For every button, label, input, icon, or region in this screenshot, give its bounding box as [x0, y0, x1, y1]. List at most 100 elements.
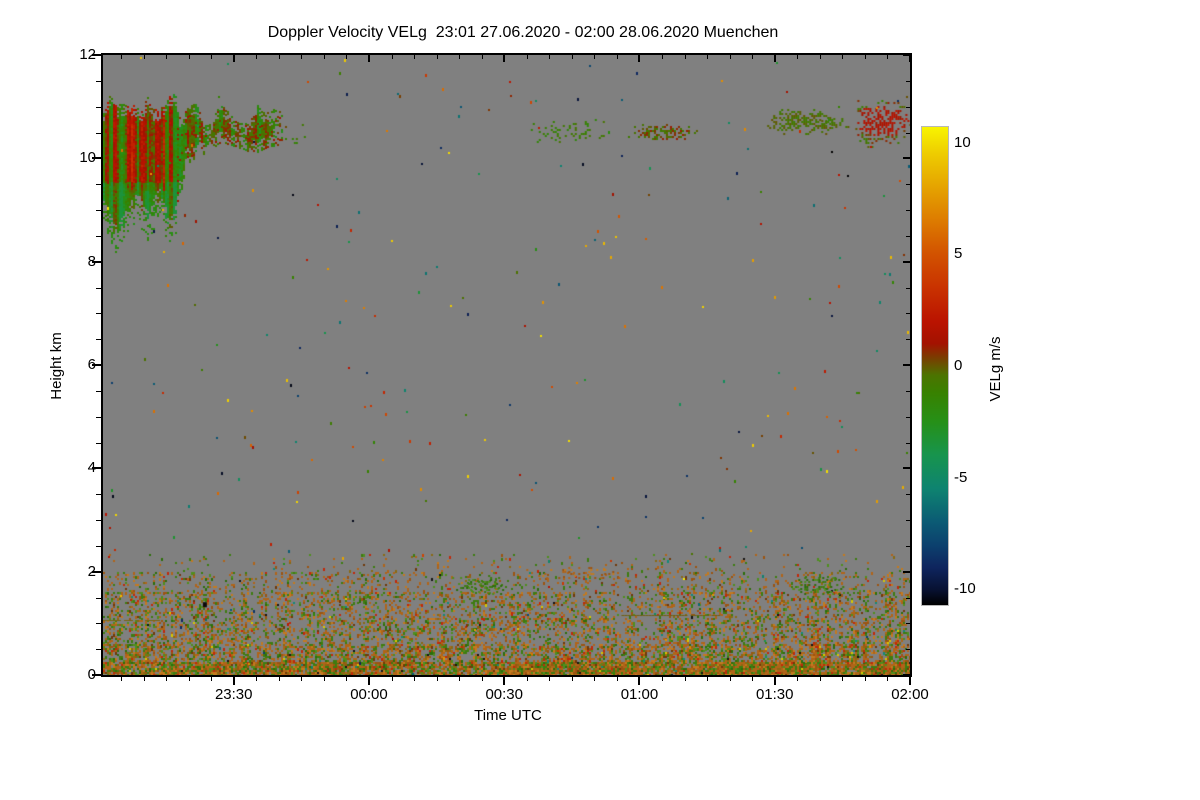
x-minor-tick-top	[864, 55, 866, 59]
y-minor-tick	[96, 520, 101, 521]
y-minor-tick	[96, 210, 101, 211]
y-minor-tick-right	[906, 184, 910, 186]
x-minor-tick	[459, 677, 461, 681]
y-major-tick-right	[903, 157, 910, 160]
x-minor-tick	[481, 677, 483, 681]
x-minor-tick-top	[752, 55, 754, 59]
x-minor-tick-top	[278, 55, 280, 59]
y-minor-tick-right	[906, 106, 910, 108]
x-minor-tick	[526, 677, 528, 681]
x-minor-tick	[819, 677, 821, 681]
x-minor-tick	[323, 677, 325, 681]
x-minor-tick-top	[571, 55, 573, 59]
x-minor-tick	[188, 677, 190, 681]
x-minor-tick-top	[323, 55, 325, 59]
x-major-tick	[232, 677, 235, 685]
y-minor-tick-right	[906, 545, 910, 547]
x-minor-tick	[594, 677, 596, 681]
y-minor-tick-right	[906, 597, 910, 599]
x-minor-tick	[143, 677, 145, 681]
x-minor-tick	[842, 677, 844, 681]
y-minor-tick	[96, 339, 101, 341]
x-minor-tick	[346, 677, 348, 681]
x-minor-tick	[166, 677, 168, 681]
y-major-tick-right	[903, 570, 910, 573]
y-minor-tick	[96, 390, 101, 392]
x-tick-label: 02:00	[891, 686, 929, 703]
y-major-tick	[92, 157, 101, 160]
x-minor-tick-top	[729, 55, 731, 59]
x-minor-tick	[729, 677, 731, 681]
y-tick-label: 6	[87, 356, 96, 373]
y-minor-tick-right	[906, 339, 910, 341]
y-minor-tick-right	[906, 494, 910, 496]
x-minor-tick-top	[166, 55, 168, 59]
plot-frame	[101, 53, 912, 677]
x-minor-tick	[436, 677, 438, 681]
y-tick-label: 0	[87, 666, 96, 683]
x-minor-tick-top	[459, 55, 461, 59]
x-minor-tick-top	[188, 55, 190, 59]
y-major-tick-right	[903, 674, 910, 676]
y-minor-tick	[96, 545, 101, 547]
x-minor-tick-top	[662, 55, 664, 59]
x-minor-tick-top	[616, 55, 618, 59]
y-minor-tick-right	[906, 313, 910, 315]
y-minor-tick	[96, 184, 101, 186]
x-minor-tick-top	[797, 55, 799, 59]
y-major-tick-right	[903, 54, 910, 56]
x-minor-tick	[752, 677, 754, 681]
y-minor-tick-right	[906, 442, 910, 444]
x-minor-tick-top	[842, 55, 844, 59]
y-minor-tick-right	[906, 623, 910, 625]
x-minor-tick	[278, 677, 280, 681]
x-minor-tick	[616, 677, 618, 681]
x-tick-label: 00:30	[485, 686, 523, 703]
x-minor-tick	[707, 677, 709, 681]
colorbar-tick-label: -10	[954, 580, 976, 598]
x-minor-tick-top	[121, 55, 123, 59]
x-minor-tick	[684, 677, 686, 681]
x-minor-tick-top	[414, 55, 416, 59]
x-minor-tick	[256, 677, 258, 681]
x-minor-tick-top	[436, 55, 438, 59]
x-minor-tick-top	[211, 55, 213, 59]
x-minor-tick-top	[256, 55, 258, 59]
y-minor-tick	[96, 416, 101, 418]
y-minor-tick-right	[906, 132, 910, 134]
y-minor-tick	[96, 597, 101, 599]
x-tick-label: 00:00	[350, 686, 388, 703]
y-tick-label: 8	[87, 252, 96, 270]
y-tick-label: 12	[79, 46, 96, 63]
y-major-tick	[92, 467, 101, 470]
x-minor-tick	[797, 677, 799, 681]
x-minor-tick-top	[481, 55, 483, 59]
x-major-tick-top	[773, 55, 776, 62]
x-minor-tick-top	[301, 55, 303, 59]
x-minor-tick-top	[391, 55, 393, 59]
x-minor-tick	[391, 677, 393, 681]
x-minor-tick	[887, 677, 889, 681]
colorbar-tick-label: 10	[954, 133, 971, 151]
x-minor-tick-top	[887, 55, 889, 59]
y-minor-tick	[96, 287, 101, 289]
x-minor-tick-top	[707, 55, 709, 59]
x-minor-tick	[662, 677, 664, 681]
y-minor-tick	[96, 494, 101, 496]
x-minor-tick	[864, 677, 866, 681]
y-major-tick	[92, 54, 101, 56]
x-major-tick	[773, 677, 776, 685]
y-major-tick-right	[903, 260, 910, 263]
x-tick-label: 01:30	[755, 686, 794, 703]
x-major-tick-top	[638, 55, 641, 62]
x-minor-tick	[414, 677, 416, 681]
colorbar	[921, 126, 949, 606]
colorbar-tick-label: 0	[954, 357, 963, 374]
x-minor-tick	[211, 677, 213, 681]
y-tick-label: 4	[87, 459, 96, 477]
y-minor-tick	[96, 442, 101, 444]
y-minor-tick	[96, 649, 101, 651]
heatmap-plot-area	[103, 55, 910, 675]
y-major-tick	[92, 570, 101, 573]
